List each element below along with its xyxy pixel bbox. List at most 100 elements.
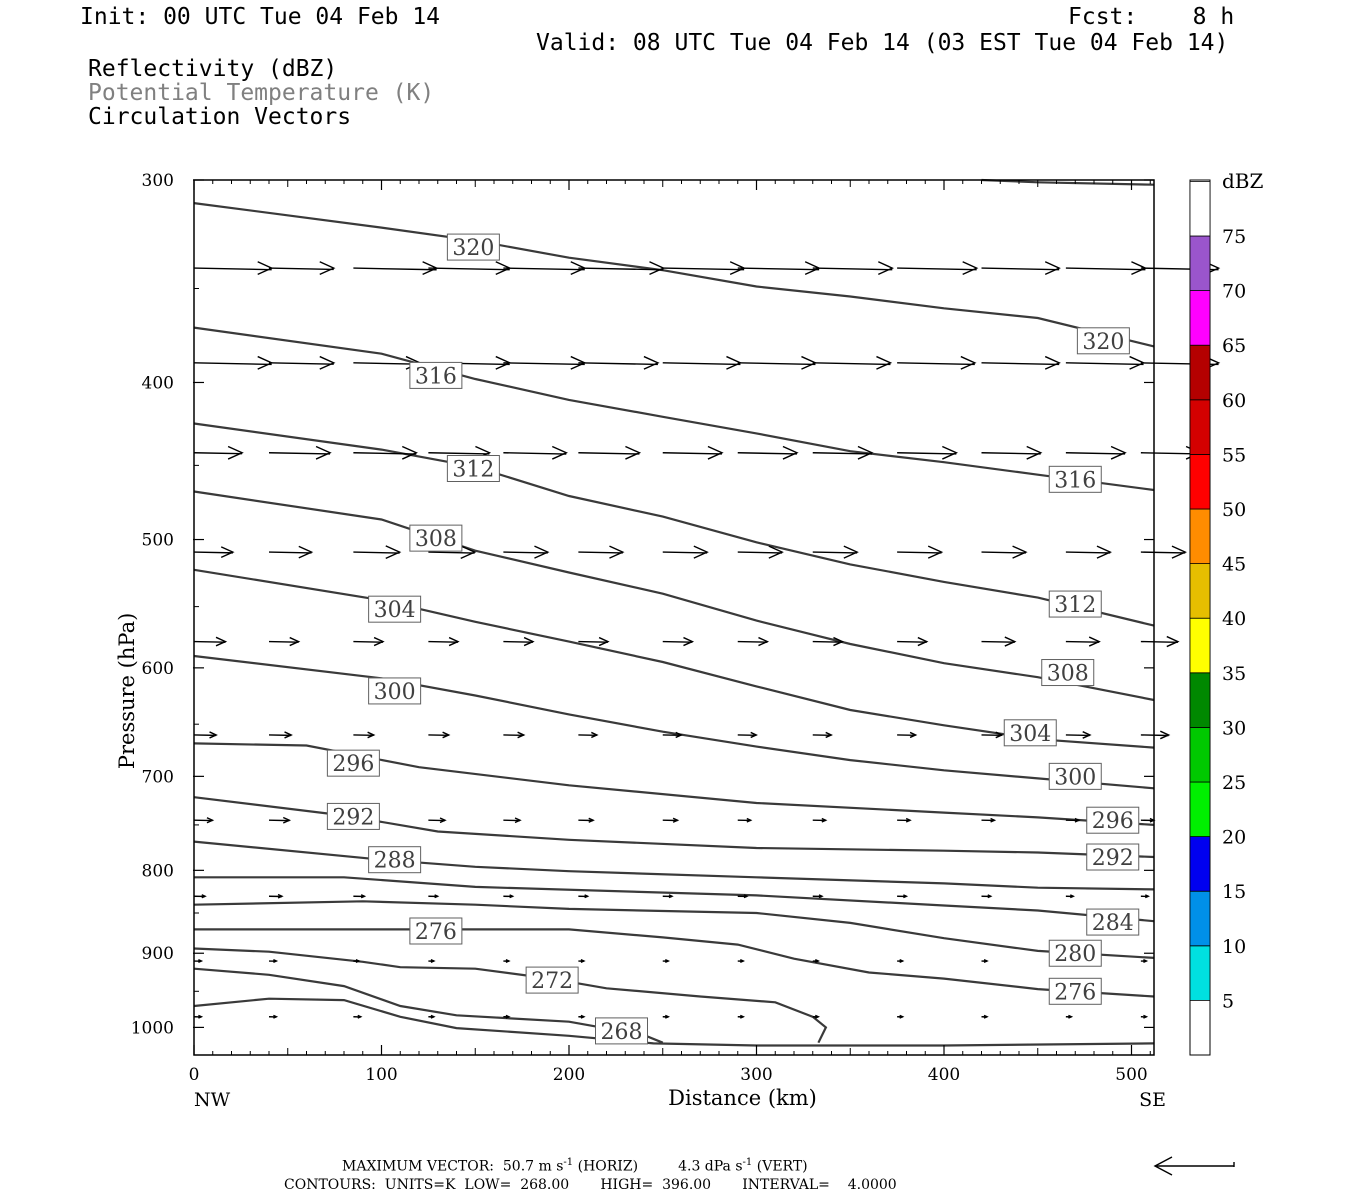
contour-label-box (1076, 327, 1130, 355)
vector-head (1026, 445, 1043, 460)
vector-shaft (503, 640, 533, 643)
vector-shaft (662, 640, 693, 643)
x-tick-label: 400 (928, 1065, 960, 1085)
vector-arrow (1065, 731, 1092, 739)
vector-head (876, 355, 893, 370)
contour-label-box (409, 917, 463, 945)
vector-head (373, 636, 385, 647)
contour-label-304-0: 304 (368, 595, 422, 623)
vector-head (1012, 545, 1028, 559)
vector-arrow (578, 731, 599, 739)
vector-arrow (578, 817, 595, 823)
vector-head (209, 731, 218, 739)
vector-head (1096, 545, 1112, 559)
y-tick-label: 900 (142, 944, 174, 964)
vector-arrow (193, 894, 207, 899)
vector-shaft (1065, 362, 1144, 366)
vector-arrow (503, 959, 511, 964)
vector-arrow (1140, 545, 1187, 559)
vector-head (746, 817, 753, 823)
y-tick-label: 300 (142, 171, 174, 191)
contour-line-280 (193, 900, 1155, 959)
vector-head (598, 636, 610, 647)
vector-head (1143, 1014, 1149, 1019)
vector-arrow (737, 959, 746, 964)
vector-arrow (353, 894, 367, 899)
vector-arrow (503, 545, 550, 559)
vector-shaft (193, 452, 243, 455)
colorbar-level-label: 30 (1222, 717, 1246, 739)
vector-shaft (268, 267, 334, 271)
x-tick-label: 500 (1115, 1065, 1147, 1085)
contour-label-text: 316 (1054, 468, 1096, 493)
vector-shaft (428, 452, 490, 455)
contour-label-316-0: 316 (409, 361, 463, 389)
vector-arrow (737, 261, 821, 276)
vector-shaft (662, 267, 745, 271)
contour-label-304-1: 304 (1003, 719, 1057, 747)
vector-arrow (812, 731, 833, 739)
vector-shaft (897, 362, 975, 366)
vector-arrow (578, 894, 590, 899)
vector-arrow (737, 636, 770, 647)
colorbar-level-label: 45 (1222, 554, 1246, 576)
y-tick-label: 500 (142, 531, 174, 551)
vector-arrow (981, 731, 1004, 739)
contour-label-box (368, 846, 422, 874)
y-tick-label: 600 (142, 659, 174, 679)
vector-arrow (662, 636, 695, 647)
field-potential-temperature: Potential Temperature (K) (88, 80, 435, 106)
vector-arrow (1065, 545, 1112, 559)
axes-layer: 300 400 500 600 700 800 900 1000 0 100 200 300 400 50… (115, 171, 1166, 1111)
vector-arrow (1140, 635, 1180, 648)
vector-head (1110, 445, 1127, 460)
vector-shaft (578, 551, 623, 554)
contour-line-300 (193, 654, 1155, 790)
contour-label-316-1: 316 (1048, 465, 1102, 493)
vector-head (1082, 731, 1092, 739)
colorbar-level-label: 10 (1222, 936, 1246, 958)
contour-label-text: 284 (1092, 911, 1134, 936)
contour-label-272-0: 272 (525, 966, 579, 994)
contour-line-edge-14 (193, 997, 1155, 1047)
vector-head (591, 731, 599, 739)
contour-label-text: 304 (374, 598, 416, 623)
contour-line-312 (193, 422, 1155, 627)
vector-arrow (193, 1014, 204, 1019)
contour-label-text: 280 (1054, 942, 1096, 967)
vector-arrow (268, 893, 284, 899)
contour-label-text: 308 (415, 527, 457, 552)
right-end-label: SE (1139, 1089, 1166, 1111)
vector-head (385, 545, 402, 559)
vector-head (1088, 636, 1101, 647)
vector-arrow (897, 894, 909, 899)
vector-head (672, 817, 680, 823)
vector-head (401, 445, 418, 460)
vector-head (430, 1014, 436, 1019)
vector-arrow (662, 445, 724, 460)
contour-label-268-0: 268 (595, 1017, 648, 1045)
vector-arrow (897, 636, 929, 647)
colorbar-swatch-75 (1189, 180, 1211, 237)
vector-head (909, 731, 918, 739)
vector-head (1166, 635, 1180, 648)
vector-shaft (353, 452, 417, 455)
vector-head (215, 636, 228, 647)
vector-head (448, 636, 460, 647)
vector-head (588, 817, 595, 823)
vector-shaft (193, 362, 272, 366)
vector-head (665, 1014, 671, 1019)
vector-arrow (812, 445, 874, 460)
vector-arrow (1140, 1014, 1149, 1019)
vector-head (983, 1014, 989, 1019)
contour-label-box (1086, 843, 1140, 871)
vector-head (198, 1014, 204, 1019)
vector-head (903, 894, 909, 899)
contour-label-284-0: 284 (1086, 908, 1140, 936)
vector-arrow (737, 545, 784, 559)
contour-line-304 (193, 568, 1155, 749)
contour-label-text: 296 (332, 752, 374, 777)
vector-head (227, 445, 244, 460)
vector-head (220, 546, 235, 558)
vector-arrow (353, 1014, 363, 1019)
